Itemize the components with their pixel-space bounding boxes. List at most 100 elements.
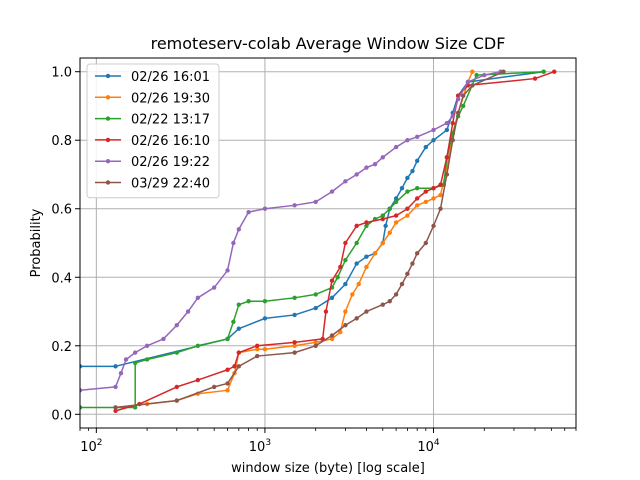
data-point	[405, 189, 410, 194]
series-line	[115, 71, 504, 409]
x-axis-label: window size (byte) [log scale]	[231, 461, 425, 476]
data-point	[144, 357, 150, 362]
data-point	[552, 69, 557, 74]
data-point	[414, 203, 420, 208]
data-point	[438, 206, 443, 211]
y-tick-label: 0.0	[51, 408, 72, 423]
data-point	[380, 216, 385, 222]
legend-item: 02/22 13:17	[95, 113, 210, 128]
data-point	[329, 333, 335, 338]
data-point	[231, 319, 236, 324]
data-point	[232, 364, 237, 369]
data-point	[380, 302, 385, 307]
legend-label: 02/26 19:22	[131, 155, 210, 170]
data-point	[423, 199, 429, 205]
data-point	[174, 398, 179, 403]
data-point	[444, 120, 450, 126]
legend-item: 02/26 16:01	[95, 70, 210, 85]
data-point	[292, 350, 297, 355]
legend-label: 02/22 13:17	[131, 113, 210, 128]
data-point	[262, 206, 268, 211]
data-point	[501, 69, 506, 74]
data-point	[255, 347, 260, 352]
data-point	[313, 305, 318, 311]
data-point	[80, 388, 83, 393]
data-point	[292, 203, 297, 208]
legend-label: 03/29 22:40	[131, 177, 210, 192]
x-tick-label: 104	[417, 438, 440, 455]
data-point	[174, 384, 179, 390]
data-point	[380, 240, 385, 246]
data-point	[393, 144, 399, 150]
data-point	[438, 192, 443, 198]
data-point	[255, 353, 260, 359]
data-point	[225, 388, 230, 393]
data-point	[174, 350, 179, 355]
data-point	[364, 264, 369, 270]
data-point	[470, 69, 475, 74]
data-point	[364, 254, 369, 259]
data-point	[455, 110, 461, 116]
legend: 02/26 16:01 02/26 19:30 02/22 13:17 02/26 1…	[86, 63, 220, 199]
data-point	[262, 316, 268, 321]
data-point	[405, 175, 410, 181]
data-point	[431, 127, 436, 133]
data-point	[343, 281, 348, 287]
data-point	[329, 336, 335, 342]
legend-marker	[105, 73, 111, 79]
data-point	[444, 127, 450, 133]
data-point	[410, 261, 415, 266]
data-point	[144, 343, 150, 348]
legend-label: 02/26 16:10	[131, 134, 210, 149]
data-point	[431, 223, 436, 229]
data-point	[313, 343, 318, 348]
data-point	[356, 281, 361, 287]
data-point	[380, 213, 385, 218]
data-point	[323, 309, 329, 314]
data-point	[113, 384, 118, 390]
data-point	[174, 323, 179, 328]
data-point	[354, 316, 359, 321]
data-point	[387, 299, 392, 304]
data-point	[343, 240, 348, 246]
data-point	[329, 295, 335, 301]
data-point	[185, 309, 191, 314]
y-tick-label: 1.0	[51, 66, 72, 81]
data-point	[399, 281, 405, 287]
data-point	[246, 299, 251, 304]
data-point	[541, 69, 546, 74]
data-point	[414, 196, 420, 201]
data-point	[372, 251, 378, 256]
data-point	[450, 120, 455, 126]
data-point	[474, 72, 479, 78]
data-point	[262, 347, 268, 352]
data-point	[405, 213, 410, 218]
series-line	[80, 70, 501, 392]
series-6	[113, 69, 506, 410]
data-point	[236, 227, 242, 232]
data-point	[461, 103, 466, 109]
data-point	[405, 271, 410, 277]
data-point	[393, 213, 399, 218]
data-point	[354, 240, 359, 246]
legend-label: 02/26 16:01	[131, 70, 210, 85]
data-point	[211, 285, 217, 290]
axis-ticks: 102 103 104 0.0 0.2 0.4 0.6 0.8 1.0	[51, 66, 577, 455]
data-point	[292, 340, 297, 345]
x-tick-label: 103	[249, 438, 271, 455]
data-point	[470, 83, 475, 88]
data-point	[364, 309, 369, 314]
data-point	[343, 323, 348, 328]
data-point	[343, 309, 348, 314]
data-point	[423, 144, 429, 150]
data-point	[225, 367, 230, 372]
data-point	[405, 206, 410, 211]
legend-marker	[105, 116, 111, 121]
legend-item: 02/26 16:10	[95, 134, 210, 149]
data-point	[532, 76, 538, 81]
series-layer	[80, 69, 557, 414]
legend-marker	[105, 137, 111, 143]
data-point	[195, 295, 201, 301]
data-point	[292, 312, 297, 318]
legend-marker	[105, 159, 111, 164]
